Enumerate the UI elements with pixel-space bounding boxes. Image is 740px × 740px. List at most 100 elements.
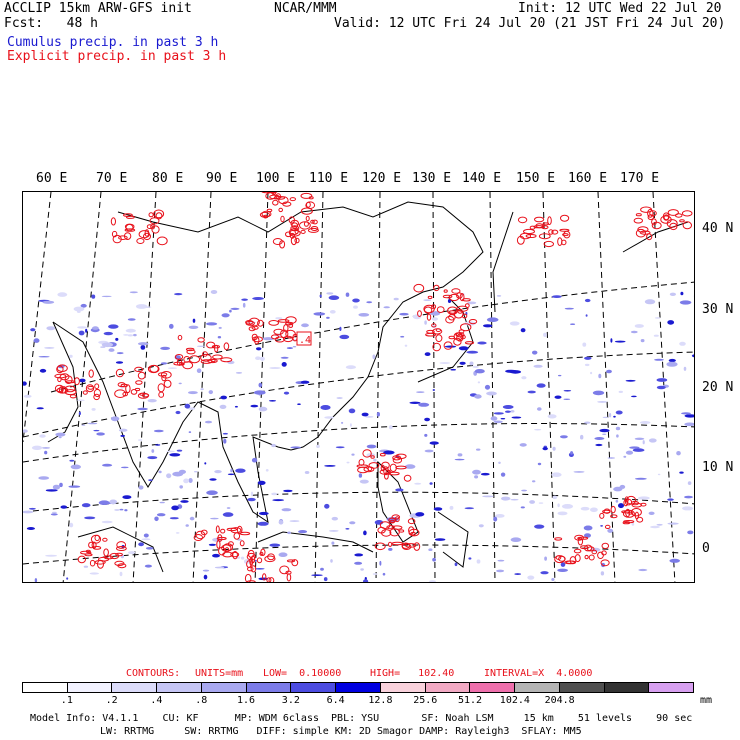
cumulus-cell bbox=[529, 500, 535, 504]
cumulus-cell bbox=[324, 465, 336, 467]
explicit-cell bbox=[200, 353, 212, 362]
cumulus-cell bbox=[217, 336, 222, 339]
explicit-cell bbox=[239, 531, 251, 536]
explicit-cell bbox=[246, 580, 256, 582]
longitude-label: 80 E bbox=[152, 171, 184, 186]
cumulus-cell bbox=[300, 380, 310, 384]
cumulus-cell bbox=[268, 400, 277, 402]
cumulus-cell bbox=[196, 368, 202, 373]
cumulus-cell bbox=[247, 497, 256, 502]
cumulus-cell bbox=[497, 559, 505, 562]
cumulus-cell bbox=[424, 433, 428, 437]
explicit-cell bbox=[538, 233, 551, 240]
explicit-cell bbox=[56, 387, 69, 394]
cumulus-cell bbox=[669, 558, 680, 563]
cumulus-cell bbox=[185, 524, 189, 527]
cumulus-cell bbox=[560, 435, 568, 439]
explicit-cell bbox=[88, 369, 94, 378]
header-init-time: Init: 12 UTC Wed 22 Jul 20 bbox=[518, 1, 722, 16]
cumulus-cell bbox=[594, 437, 605, 440]
cumulus-cell bbox=[206, 322, 218, 326]
explicit-cell bbox=[84, 553, 93, 557]
cumulus-cell bbox=[200, 388, 204, 391]
cumulus-cell bbox=[275, 317, 283, 320]
cumulus-cell bbox=[547, 414, 557, 419]
cumulus-cell bbox=[520, 328, 526, 333]
explicit-cell bbox=[246, 552, 256, 561]
cumulus-cell bbox=[39, 434, 46, 438]
cumulus-cell bbox=[654, 317, 661, 319]
cumulus-cell bbox=[536, 383, 546, 388]
cumulus-cell bbox=[92, 326, 99, 330]
cumulus-cell bbox=[631, 522, 635, 526]
cumulus-cell bbox=[457, 453, 463, 457]
cumulus-cell bbox=[33, 338, 40, 343]
cumulus-cell bbox=[258, 511, 269, 516]
explicit-cell bbox=[432, 328, 443, 335]
explicit-cell bbox=[257, 319, 264, 327]
explicit-cell bbox=[239, 540, 245, 547]
cumulus-cell bbox=[183, 478, 190, 484]
cumulus-cell bbox=[584, 298, 591, 303]
cumulus-cell bbox=[218, 326, 222, 329]
cumulus-cell bbox=[469, 361, 474, 366]
explicit-cell bbox=[153, 209, 165, 219]
explicit-cell bbox=[623, 520, 635, 524]
cumulus-cell bbox=[326, 292, 334, 295]
cumulus-cell bbox=[89, 572, 100, 575]
cumulus-cell bbox=[607, 528, 614, 533]
cumulus-cell bbox=[69, 459, 75, 462]
cumulus-cell bbox=[634, 437, 645, 440]
explicit-cell bbox=[274, 196, 286, 200]
cumulus-cell bbox=[42, 300, 55, 304]
contours-low: LOW= 0.10000 bbox=[263, 668, 342, 679]
cumulus-cell bbox=[642, 440, 645, 445]
cumulus-cell bbox=[271, 443, 276, 448]
explicit-cell bbox=[391, 541, 404, 546]
contours-units: UNITS=mm bbox=[195, 668, 244, 679]
cumulus-cell bbox=[354, 561, 363, 565]
explicit-cell bbox=[115, 552, 123, 557]
cumulus-cell bbox=[449, 505, 454, 510]
cumulus-cell bbox=[326, 316, 330, 319]
explicit-cell bbox=[601, 550, 607, 556]
cumulus-cell bbox=[58, 436, 62, 439]
cumulus-cell bbox=[169, 323, 174, 329]
cumulus-cell bbox=[227, 473, 235, 476]
cumulus-cell bbox=[349, 521, 356, 525]
explicit-cell bbox=[312, 219, 318, 225]
cumulus-cell bbox=[502, 405, 514, 409]
explicit-cell bbox=[230, 551, 240, 558]
explicit-cell bbox=[368, 462, 380, 469]
cumulus-cell bbox=[490, 416, 498, 421]
cumulus-cell bbox=[331, 541, 335, 545]
explicit-cell bbox=[158, 391, 165, 398]
cumulus-cell bbox=[160, 346, 171, 350]
cumulus-cell bbox=[57, 292, 68, 297]
explicit-cell bbox=[389, 463, 397, 472]
explicit-cell bbox=[157, 383, 165, 393]
cumulus-cell bbox=[120, 434, 125, 437]
explicit-cell bbox=[573, 548, 582, 554]
cumulus-cell bbox=[30, 328, 36, 332]
cumulus-cell bbox=[687, 481, 692, 485]
cumulus-cell bbox=[44, 450, 48, 455]
cumulus-cell bbox=[681, 412, 691, 415]
cumulus-cell bbox=[500, 472, 506, 477]
cumulus-cell bbox=[372, 354, 376, 360]
cumulus-cell bbox=[103, 331, 113, 336]
explicit-cell bbox=[557, 237, 563, 246]
cumulus-cell bbox=[404, 464, 416, 469]
cumulus-cell bbox=[210, 517, 219, 520]
cumulus-cell bbox=[388, 547, 393, 551]
cumulus-cell bbox=[429, 441, 439, 445]
explicit-cell bbox=[456, 292, 463, 299]
cumulus-cell bbox=[171, 505, 179, 511]
explicit-cell bbox=[215, 525, 220, 534]
cumulus-cell bbox=[618, 503, 624, 509]
cumulus-cell bbox=[464, 507, 474, 510]
explicit-cell bbox=[667, 209, 679, 216]
cumulus-cell bbox=[563, 398, 571, 400]
longitude-label: 110 E bbox=[309, 171, 349, 186]
cumulus-cell bbox=[393, 297, 399, 301]
